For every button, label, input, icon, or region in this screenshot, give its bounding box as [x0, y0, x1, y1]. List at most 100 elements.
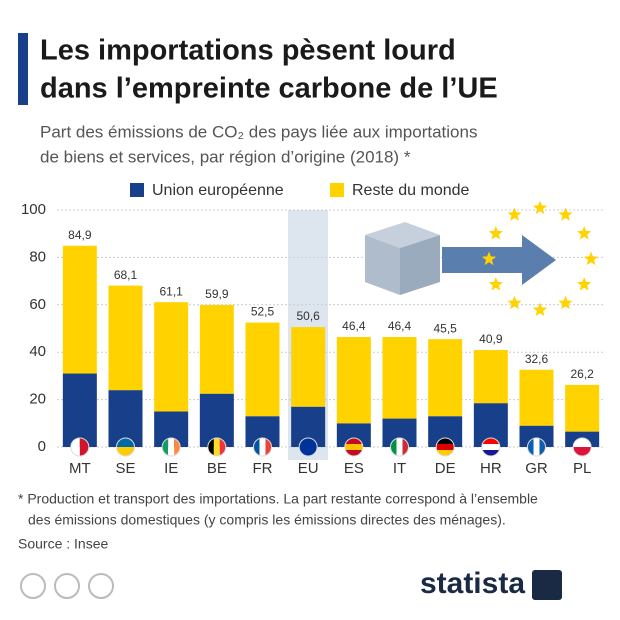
chart-subtitle: de biens et services, par région d’origi…: [40, 147, 411, 166]
value-label: 26,2: [570, 367, 594, 381]
y-tick-label: 100: [21, 201, 46, 218]
star: [558, 295, 573, 310]
brand: statista: [420, 567, 525, 600]
flag-stripe: [253, 438, 260, 456]
y-tick-label: 40: [29, 343, 46, 360]
legend-label: Union européenne: [152, 182, 284, 199]
flag-stripe: [539, 438, 546, 456]
legend-label: Reste du monde: [352, 182, 470, 199]
legend-swatch: [330, 183, 344, 197]
bar-segment: [199, 305, 234, 394]
flag-stripe: [299, 438, 318, 456]
x-tick-label: MT: [69, 460, 91, 477]
flag-stripe: [344, 450, 363, 456]
bar-segment: [108, 285, 143, 391]
footnote: * Production et transport des importatio…: [18, 491, 538, 507]
x-tick-label: HR: [480, 460, 502, 477]
y-tick-label: 60: [29, 296, 46, 313]
flag-stripe: [79, 438, 89, 456]
flag-stripe: [162, 438, 169, 456]
star: [532, 302, 548, 317]
flag-stripe: [174, 438, 181, 456]
x-tick-label: FR: [253, 460, 273, 477]
x-tick-label: IT: [393, 460, 406, 477]
flag-stripe: [396, 438, 403, 456]
x-tick-label: IE: [164, 460, 178, 477]
x-tick-label: DE: [435, 460, 456, 477]
bar-segment: [336, 337, 371, 424]
flag-border: [253, 437, 272, 457]
value-label: 40,9: [479, 332, 503, 346]
bar-segment: [62, 373, 97, 447]
star: [507, 295, 522, 310]
star: [507, 207, 522, 221]
x-tick-label: SE: [115, 460, 135, 477]
y-tick-label: 0: [38, 438, 46, 455]
flag-stripe: [533, 438, 540, 456]
flag-stripe: [116, 447, 135, 456]
flag-stripe: [402, 438, 409, 456]
flag-border: [116, 437, 135, 457]
source: Source : Insee: [18, 536, 108, 552]
flag-border: [70, 437, 90, 457]
flag-stripe: [481, 444, 500, 450]
bar-segment: [428, 339, 463, 417]
bar-segment: [154, 302, 189, 412]
flag-border: [572, 437, 592, 457]
star: [488, 226, 503, 240]
chart-title: dans l’empreinte carbone de l’UE: [40, 73, 498, 105]
flag-stripe: [70, 438, 80, 456]
y-tick-label: 20: [29, 391, 46, 408]
illustration: [365, 200, 599, 317]
flag-stripe: [436, 450, 455, 456]
footnote: des émissions domestiques (y compris les…: [28, 512, 506, 528]
flag-stripe: [168, 438, 175, 456]
bar-segment: [62, 245, 97, 374]
star: [583, 251, 599, 266]
flag-border: [161, 437, 181, 457]
bar-segment: [245, 322, 280, 417]
flag-stripe: [481, 438, 500, 444]
x-tick-label: BE: [207, 460, 227, 477]
value-label: 84,9: [68, 228, 92, 242]
flag-stripe: [344, 444, 363, 450]
flag-border: [435, 437, 455, 457]
x-tick-label: GR: [525, 460, 548, 477]
flag-border: [390, 437, 409, 457]
value-label: 46,4: [342, 319, 366, 333]
flag-stripe: [527, 438, 534, 456]
x-tick-label: PL: [573, 460, 591, 477]
chart-title: Les importations pèsent lourd: [40, 35, 456, 67]
star: [532, 200, 548, 215]
star: [577, 226, 592, 240]
chart-subtitle: Part des émissions de CO₂ des pays liée …: [40, 122, 477, 141]
flag-border: [298, 437, 318, 457]
license-icons: [20, 573, 114, 599]
legend-swatch: [130, 183, 144, 197]
flag-border: [527, 437, 546, 457]
brand-logo: [532, 570, 562, 600]
value-label: 46,4: [388, 319, 412, 333]
value-label: 59,9: [205, 287, 229, 301]
flag-border: [207, 437, 227, 457]
flag-stripe: [259, 438, 266, 456]
value-label: 68,1: [114, 268, 138, 282]
value-label: 32,6: [525, 352, 549, 366]
flag-stripe: [219, 438, 226, 456]
value-label: 45,5: [433, 321, 457, 335]
flag-stripe: [573, 438, 592, 447]
title-accent: [18, 33, 28, 105]
bar-segment: [291, 327, 326, 407]
value-label: 52,5: [251, 305, 275, 319]
star: [488, 277, 503, 291]
bar-segment: [519, 425, 554, 447]
bar-segment: [565, 384, 600, 432]
bar-segment: [519, 369, 554, 426]
flag-border: [344, 437, 364, 457]
star: [577, 277, 592, 291]
flag-stripe: [344, 438, 363, 444]
bar-segment: [336, 423, 371, 447]
star: [558, 207, 573, 221]
flag-stripe: [207, 438, 214, 456]
